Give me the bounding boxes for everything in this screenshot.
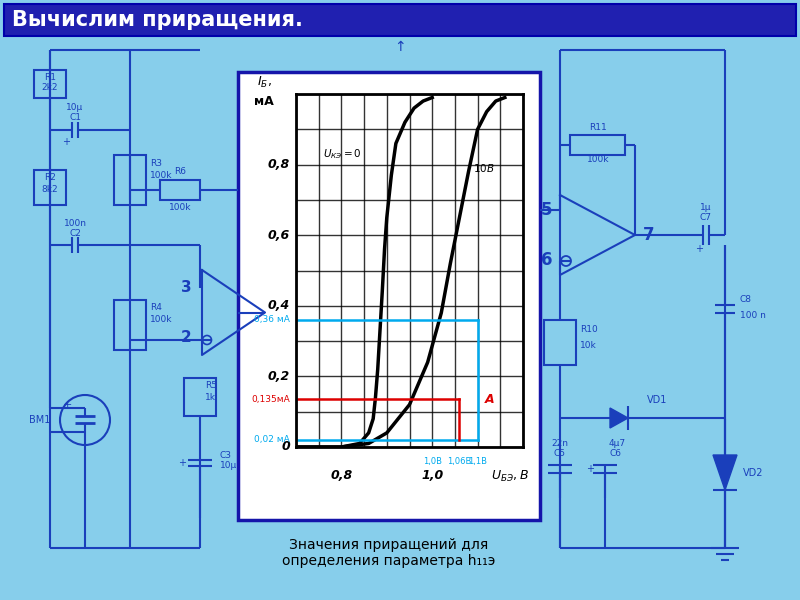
- Text: 100n: 100n: [63, 218, 86, 227]
- Text: 1k: 1k: [205, 394, 216, 403]
- Text: R3: R3: [150, 158, 162, 167]
- Text: +: +: [586, 464, 594, 474]
- Bar: [544, 320, 576, 365]
- Text: $10В$: $10В$: [473, 161, 494, 173]
- Text: 100 n: 100 n: [740, 311, 766, 319]
- Bar: [34, 70, 66, 98]
- Bar: [114, 300, 146, 350]
- Bar: [184, 378, 216, 416]
- Text: 0,135мА: 0,135мА: [251, 395, 290, 404]
- Text: R2: R2: [44, 173, 56, 182]
- Text: 2: 2: [182, 329, 192, 344]
- Text: 10k: 10k: [580, 340, 597, 349]
- Text: R10: R10: [580, 325, 598, 335]
- Text: 100k: 100k: [150, 170, 173, 179]
- Text: 0,4: 0,4: [268, 299, 290, 312]
- Text: $U_{КЭ}=0$: $U_{КЭ}=0$: [323, 148, 362, 161]
- Text: 22n: 22n: [551, 439, 569, 448]
- Text: Вычислим приращения.: Вычислим приращения.: [12, 10, 303, 30]
- Text: 0,8: 0,8: [330, 469, 353, 482]
- Text: $U_{БЭ},В$: $U_{БЭ},В$: [491, 469, 529, 484]
- Polygon shape: [610, 408, 628, 428]
- Text: 0,8: 0,8: [268, 158, 290, 171]
- Bar: [4, 4, 796, 36]
- Text: C5: C5: [554, 449, 566, 457]
- Text: $I_Б,$: $I_Б,$: [257, 75, 271, 90]
- Text: 4μ7: 4μ7: [609, 439, 626, 448]
- Text: 2k2: 2k2: [42, 83, 58, 92]
- Text: +: +: [62, 137, 70, 147]
- Text: C8: C8: [740, 295, 752, 304]
- Text: R6: R6: [174, 167, 186, 176]
- Text: 100k: 100k: [169, 202, 191, 211]
- Text: +: +: [695, 244, 703, 254]
- Text: C2: C2: [69, 229, 81, 238]
- Bar: [160, 180, 200, 200]
- Text: ВМ1: ВМ1: [29, 415, 50, 425]
- Text: 0,36 мА: 0,36 мА: [254, 316, 290, 325]
- Bar: [238, 72, 540, 520]
- Text: 0,02 мА: 0,02 мА: [254, 436, 290, 445]
- Text: 1,1В: 1,1В: [468, 457, 487, 466]
- Text: 1,0В: 1,0В: [422, 457, 442, 466]
- Text: R5: R5: [205, 382, 217, 391]
- Text: R4: R4: [150, 304, 162, 313]
- Text: 1μ: 1μ: [700, 202, 712, 211]
- Text: 0: 0: [282, 440, 290, 454]
- Text: 3: 3: [182, 280, 192, 295]
- Text: R1: R1: [44, 73, 56, 82]
- Text: C1: C1: [69, 113, 81, 122]
- Text: A: A: [485, 393, 494, 406]
- Text: C7: C7: [700, 212, 712, 221]
- Text: 100k: 100k: [586, 155, 610, 164]
- Bar: [570, 135, 625, 155]
- Bar: [114, 155, 146, 205]
- Text: 5: 5: [541, 201, 552, 219]
- Text: 10μ: 10μ: [66, 103, 84, 113]
- Polygon shape: [713, 455, 737, 490]
- Text: 1,06В: 1,06В: [447, 457, 472, 466]
- Text: 1,0: 1,0: [421, 469, 443, 482]
- Text: 6: 6: [541, 251, 552, 269]
- Text: 8k2: 8k2: [42, 185, 58, 194]
- Text: ↑: ↑: [394, 40, 406, 54]
- Text: 7: 7: [643, 226, 654, 244]
- Text: +: +: [178, 458, 186, 468]
- Text: VD1: VD1: [647, 395, 668, 405]
- Text: +: +: [62, 400, 72, 410]
- Text: мА: мА: [254, 95, 274, 108]
- Text: C3: C3: [220, 451, 232, 460]
- Text: Значения приращений для
определения параметра h₁₁э: Значения приращений для определения пара…: [282, 538, 496, 568]
- Bar: [34, 170, 66, 205]
- Text: VD2: VD2: [743, 467, 763, 478]
- Text: 100k: 100k: [150, 316, 173, 325]
- Text: 10μ: 10μ: [220, 461, 238, 469]
- Text: 0,6: 0,6: [268, 229, 290, 242]
- Text: R11: R11: [589, 122, 607, 131]
- Text: C6: C6: [609, 449, 621, 457]
- Text: 0,2: 0,2: [268, 370, 290, 383]
